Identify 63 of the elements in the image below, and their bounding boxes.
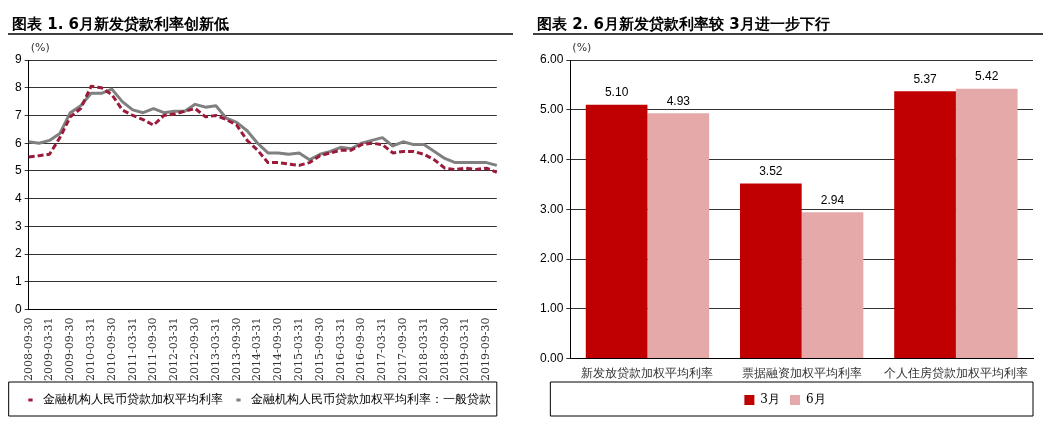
y-tick-label: 0.00 — [540, 350, 564, 365]
x-tick-label: 2014-09-30 — [271, 317, 285, 381]
y-tick-label: 3 — [14, 218, 22, 233]
bar — [801, 212, 864, 359]
x-tick-label: 票据融资加权平均利率 — [741, 365, 862, 380]
legend-label: 金融机构人民币贷款加权平均利率 — [42, 392, 223, 407]
x-tick-label: 2018-03-31 — [416, 317, 430, 381]
x-tick-label: 2016-09-30 — [354, 317, 368, 381]
x-tick-label: 新发放贷款加权平均利率 — [581, 365, 714, 380]
x-tick-label: 2017-03-31 — [375, 317, 389, 381]
bar — [739, 183, 802, 359]
x-tick-label: 2015-03-31 — [292, 317, 306, 381]
x-tick-label: 2009-09-30 — [63, 317, 77, 381]
y-axis-title: (%) — [572, 41, 592, 55]
x-tick-label: 2018-09-30 — [437, 317, 451, 381]
y-tick-label: 4 — [14, 190, 22, 205]
y-tick-label: 7 — [14, 107, 22, 122]
bar — [955, 88, 1018, 359]
x-tick-label: 2013-03-31 — [208, 317, 222, 381]
x-tick-label: 2011-09-30 — [146, 317, 160, 381]
x-tick-label: 2013-09-30 — [229, 317, 243, 381]
y-tick-label: 9 — [14, 52, 22, 67]
x-tick-label: 个人住房贷款加权平均利率 — [883, 365, 1028, 380]
y-tick-label: 2.00 — [540, 251, 564, 266]
chart-title: 图表 2. 6月新发贷款利率较 3月进一步下行 — [537, 14, 830, 33]
x-tick-label: 2012-09-30 — [187, 317, 201, 381]
y-tick-label: 5.00 — [540, 102, 564, 117]
x-tick-label: 2015-09-30 — [312, 317, 326, 381]
data-label: 3.52 — [759, 163, 783, 178]
y-tick-label: 0 — [14, 301, 22, 316]
x-tick-label: 2014-03-31 — [250, 317, 264, 381]
chart-title: 图表 1. 6月新发贷款利率创新低 — [12, 14, 230, 33]
y-axis-title: (%) — [30, 41, 50, 55]
x-tick-label: 2019-03-31 — [458, 317, 472, 381]
bar — [647, 113, 710, 359]
bar — [894, 91, 956, 359]
data-label: 5.37 — [913, 71, 938, 86]
y-tick-label: 1 — [14, 274, 22, 289]
data-label: 2.94 — [820, 192, 845, 207]
y-tick-label: 2 — [14, 246, 22, 261]
y-tick-label: 3.00 — [540, 201, 564, 216]
legend-label: 6月 — [806, 392, 826, 407]
y-tick-label: 6 — [14, 135, 22, 150]
x-tick-label: 2017-09-30 — [396, 317, 410, 381]
x-tick-label: 2010-03-31 — [83, 317, 97, 381]
x-tick-label: 2008-09-30 — [21, 317, 35, 381]
legend-label: 金融机构人民币贷款加权平均利率：一般贷款 — [250, 392, 491, 407]
y-tick-label: 4.00 — [540, 151, 564, 166]
x-tick-label: 2009-03-31 — [42, 317, 56, 381]
data-label: 5.10 — [604, 85, 629, 100]
bar — [585, 104, 648, 359]
x-tick-label: 2019-09-30 — [479, 317, 493, 381]
y-tick-label: 8 — [14, 80, 22, 95]
data-label: 5.42 — [975, 69, 999, 84]
legend-label: 3月 — [760, 392, 781, 407]
x-tick-label: 2010-09-30 — [104, 317, 118, 381]
y-tick-label: 6.00 — [540, 52, 564, 67]
x-tick-label: 2012-03-31 — [167, 317, 181, 381]
y-tick-label: 5 — [14, 163, 22, 178]
y-tick-label: 1.00 — [540, 301, 564, 316]
data-label: 4.93 — [666, 93, 691, 108]
x-tick-label: 2016-03-31 — [333, 317, 347, 381]
x-tick-label: 2011-03-31 — [125, 317, 139, 381]
